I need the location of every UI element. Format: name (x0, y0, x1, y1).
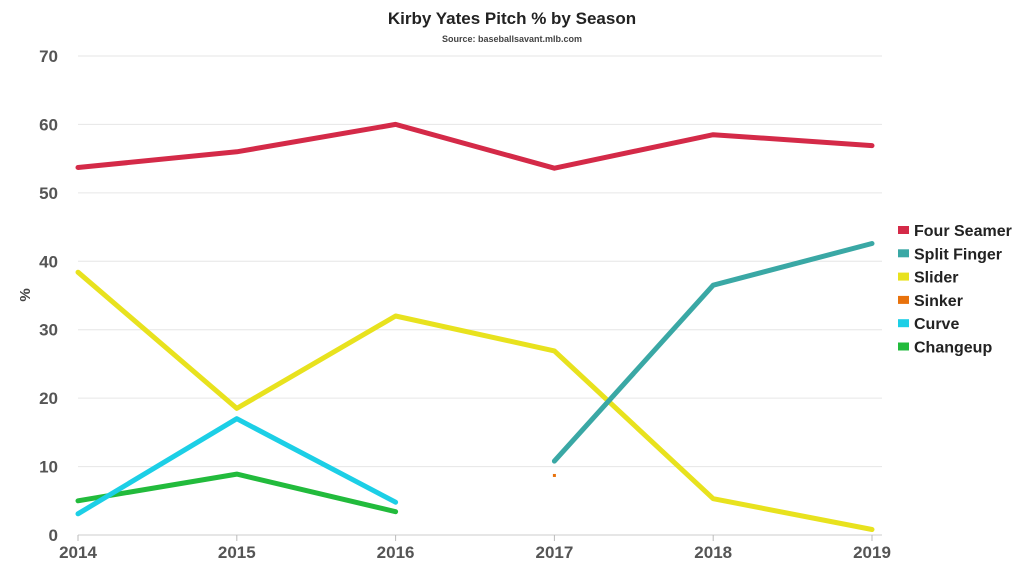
series-line-slider (75, 269, 875, 532)
series-curve (75, 416, 399, 517)
x-tick-label: 2016 (377, 543, 415, 562)
legend-label: Changeup (914, 340, 992, 357)
legend-label: Split Finger (914, 246, 1002, 263)
legend-swatch (898, 319, 909, 328)
y-tick-label: 70 (39, 47, 58, 66)
series-line-changeup (75, 471, 399, 515)
y-tick-label: 0 (49, 526, 58, 545)
x-tick-label: 2014 (59, 543, 97, 562)
y-tick-label: 10 (39, 458, 58, 477)
x-tick-label: 2017 (535, 543, 573, 562)
series-split-finger (551, 241, 875, 464)
series-slider (75, 269, 875, 532)
legend-item-four-seamer: Four Seamer (898, 223, 1012, 240)
series-point-sinker (552, 473, 556, 477)
x-tick-label: 2018 (694, 543, 732, 562)
y-tick-label: 30 (39, 321, 58, 340)
y-tick-label: 60 (39, 115, 58, 134)
series-lines (75, 121, 875, 532)
series-sinker (552, 473, 556, 477)
legend-item-sinker: Sinker (898, 293, 963, 310)
legend-label: Four Seamer (914, 223, 1012, 240)
legend-swatch (898, 272, 909, 281)
x-tick-label: 2019 (853, 543, 891, 562)
legend-item-slider: Slider (898, 270, 958, 287)
legend-label: Curve (914, 316, 959, 333)
x-axis-ticks: 2014 2015 2016 2017 2018 2019 (59, 535, 891, 562)
legend-swatch (898, 226, 909, 234)
legend-label: Sinker (914, 293, 963, 310)
legend: Four Seamer Split Finger Slider Sinker Curve… (898, 223, 1012, 357)
series-four-seamer (75, 121, 875, 171)
y-tick-label: 20 (39, 389, 58, 408)
y-axis-ticks: 0 10 20 30 40 50 60 70 (39, 47, 58, 545)
gridlines (78, 55, 882, 536)
y-axis-label: % (17, 288, 34, 301)
y-tick-label: 50 (39, 184, 58, 203)
legend-item-split-finger: Split Finger (898, 246, 1002, 263)
y-tick-label: 40 (39, 252, 58, 271)
legend-swatch (898, 295, 909, 304)
x-tick-label: 2015 (218, 543, 256, 562)
legend-swatch (898, 249, 909, 258)
series-changeup (75, 471, 399, 515)
series-line-curve (75, 416, 399, 517)
series-line-four-seamer (75, 121, 875, 171)
chart-subtitle: Source: baseballsavant.mlb.com (442, 34, 582, 44)
legend-swatch (898, 342, 909, 351)
legend-item-curve: Curve (898, 316, 959, 333)
legend-label: Slider (914, 270, 958, 287)
legend-item-changeup: Changeup (898, 340, 992, 357)
series-line-split-finger (551, 241, 875, 464)
chart-title: Kirby Yates Pitch % by Season (388, 9, 636, 28)
